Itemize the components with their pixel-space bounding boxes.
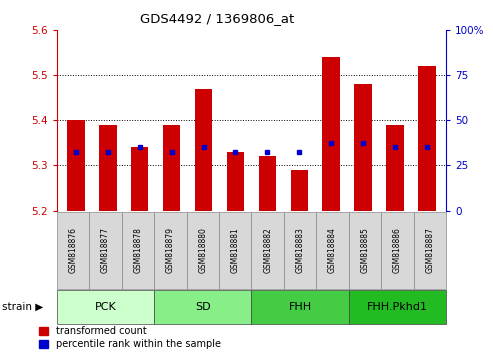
Text: FHH.Pkhd1: FHH.Pkhd1 <box>367 302 428 312</box>
Bar <box>322 57 340 211</box>
Text: strain ▶: strain ▶ <box>2 302 44 312</box>
Text: GSM818881: GSM818881 <box>231 228 240 273</box>
Bar <box>227 152 244 211</box>
Text: GSM818876: GSM818876 <box>69 228 77 273</box>
Text: GSM818886: GSM818886 <box>393 228 402 273</box>
Bar <box>99 125 116 211</box>
Bar <box>163 125 180 211</box>
Text: GSM818887: GSM818887 <box>425 228 434 273</box>
Text: SD: SD <box>195 302 211 312</box>
Bar <box>131 148 148 211</box>
Legend: transformed count, percentile rank within the sample: transformed count, percentile rank withi… <box>39 326 221 349</box>
Text: FHH: FHH <box>288 302 312 312</box>
Bar <box>259 156 276 211</box>
Bar <box>67 120 85 211</box>
Text: GSM818877: GSM818877 <box>101 228 110 273</box>
Text: GSM818885: GSM818885 <box>360 228 370 273</box>
Bar <box>290 170 308 211</box>
Text: GSM818880: GSM818880 <box>198 228 207 273</box>
Bar <box>387 125 404 211</box>
Text: PCK: PCK <box>95 302 116 312</box>
Bar <box>354 84 372 211</box>
Text: GSM818882: GSM818882 <box>263 228 272 273</box>
Text: GSM818883: GSM818883 <box>296 228 305 273</box>
Text: GSM818884: GSM818884 <box>328 228 337 273</box>
Text: GDS4492 / 1369806_at: GDS4492 / 1369806_at <box>140 12 294 25</box>
Text: GSM818878: GSM818878 <box>133 228 142 273</box>
Bar <box>195 89 212 211</box>
Bar <box>418 66 436 211</box>
Text: GSM818879: GSM818879 <box>166 228 175 273</box>
